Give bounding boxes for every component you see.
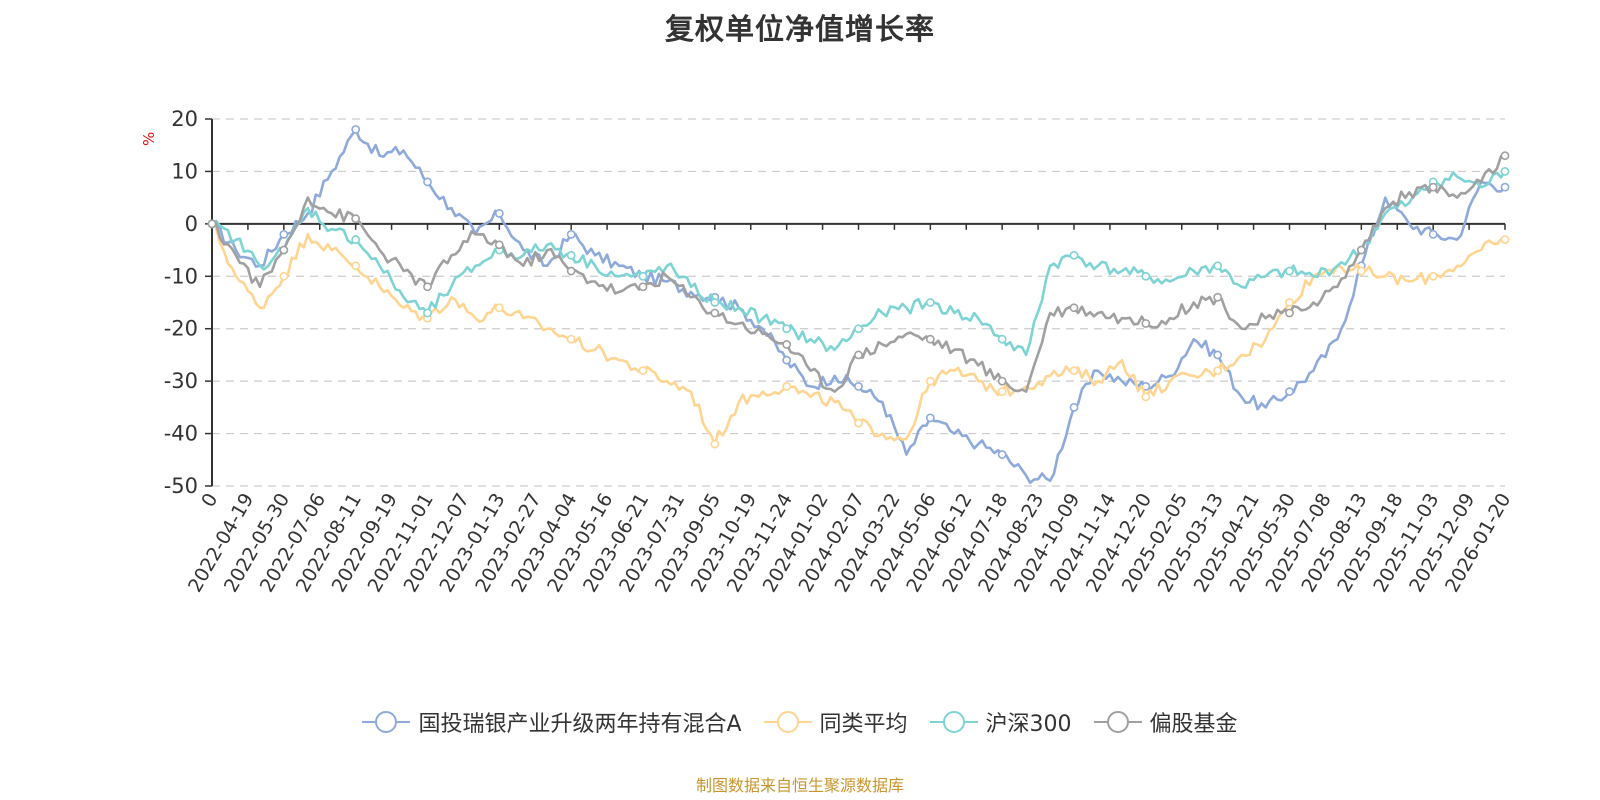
legend-line-circle-icon — [763, 711, 812, 733]
series-point-1 — [854, 418, 863, 428]
series-point-1 — [279, 271, 289, 281]
legend-label: 偏股基金 — [1149, 712, 1238, 737]
series-point-1 — [782, 381, 792, 391]
series-point-0 — [1500, 182, 1510, 192]
series-point-0 — [854, 381, 863, 391]
series-point-0 — [1428, 229, 1438, 239]
series-point-3 — [1500, 151, 1510, 161]
series-point-3 — [279, 245, 289, 255]
y-tick-label: -10 — [164, 264, 198, 288]
series-point-1 — [925, 376, 935, 386]
series-point-1 — [494, 303, 504, 313]
series-point-3 — [854, 350, 863, 360]
series-point-2 — [854, 324, 863, 334]
series-point-2 — [925, 298, 935, 307]
series-point-3 — [782, 340, 792, 349]
series-point-1 — [710, 439, 720, 449]
legend-item-series-1[interactable]: 同类平均 — [763, 706, 908, 738]
y-tick-label: 10 — [171, 159, 198, 183]
series-point-2 — [710, 298, 720, 307]
series-point-0 — [925, 413, 935, 423]
series-point-1 — [566, 334, 576, 344]
series-point-1 — [997, 387, 1007, 397]
data-source-note: 制图数据来自恒生聚源数据库 — [695, 776, 904, 795]
series-point-3 — [1141, 319, 1151, 328]
y-tick-label: 0 — [185, 212, 198, 236]
x-tick-label: 0 — [197, 490, 222, 511]
series-point-2 — [1213, 261, 1223, 271]
series-point-2 — [1141, 271, 1151, 281]
series-point-2 — [997, 334, 1007, 344]
y-tick-label: -40 — [164, 422, 198, 446]
series-point-1 — [1285, 298, 1294, 307]
series-point-0 — [423, 177, 432, 187]
series-point-1 — [1500, 235, 1510, 244]
series-lines — [207, 125, 1510, 485]
legend-item-series-3[interactable]: 偏股基金 — [1093, 706, 1238, 738]
series-point-1 — [1069, 366, 1079, 376]
series-point-2 — [423, 308, 432, 318]
series-point-0 — [566, 229, 576, 239]
series-point-3 — [494, 240, 504, 250]
series-point-2 — [1069, 250, 1079, 260]
series-point-0 — [351, 125, 361, 134]
axes: 20100-10-20-30-40-5002022-04-192022-05-3… — [164, 107, 1516, 596]
series-point-2 — [638, 271, 648, 281]
y-tick-label: -30 — [164, 369, 198, 393]
series-point-0 — [782, 355, 792, 365]
series-point-1 — [1141, 392, 1151, 402]
legend-item-series-0[interactable]: 国投瑞银产业升级两年持有混合A — [362, 706, 742, 738]
y-tick-label: -50 — [164, 474, 198, 498]
series-point-3 — [351, 214, 361, 224]
series-point-0 — [1213, 350, 1223, 360]
series-point-1 — [351, 261, 361, 271]
series-point-1 — [1213, 366, 1223, 376]
y-tick-label: 20 — [171, 107, 198, 131]
y-tick-label: -20 — [164, 317, 198, 341]
legend-line-circle-icon — [362, 711, 411, 733]
series-point-2 — [782, 324, 792, 334]
legend: 国投瑞银产业升级两年持有混合A 同类平均 沪深300 偏股基金 — [0, 706, 1600, 738]
series-point-3 — [997, 376, 1007, 386]
series-point-3 — [566, 266, 576, 276]
series-point-3 — [1428, 182, 1438, 192]
legend-item-series-2[interactable]: 沪深300 — [929, 706, 1072, 738]
legend-line-circle-icon — [929, 711, 978, 733]
legend-label: 国投瑞银产业升级两年持有混合A — [418, 712, 742, 737]
legend-label: 同类平均 — [819, 712, 908, 737]
series-point-3 — [1069, 303, 1079, 313]
series-point-3 — [207, 219, 217, 229]
series-point-3 — [710, 308, 720, 318]
series-line-1 — [211, 222, 1506, 446]
series-point-3 — [925, 334, 935, 344]
series-point-2 — [566, 250, 576, 260]
series-point-2 — [351, 235, 361, 244]
series-point-3 — [423, 282, 432, 292]
series-point-3 — [1356, 245, 1366, 255]
series-point-1 — [1428, 271, 1438, 281]
series-point-3 — [638, 282, 648, 292]
chart-title: 复权单位净值增长率 — [664, 12, 935, 46]
series-point-0 — [494, 208, 504, 218]
series-point-0 — [997, 450, 1007, 459]
series-point-1 — [1356, 266, 1366, 276]
series-point-2 — [1285, 266, 1294, 276]
legend-label: 沪深300 — [985, 712, 1072, 737]
series-point-1 — [638, 366, 648, 376]
series-point-0 — [1285, 387, 1294, 397]
series-point-0 — [1069, 402, 1079, 412]
series-point-3 — [1213, 292, 1223, 302]
legend-line-circle-icon — [1093, 711, 1142, 733]
grid-lines — [212, 118, 1505, 487]
series-point-2 — [1500, 167, 1510, 176]
series-point-3 — [1285, 308, 1294, 318]
series-point-0 — [279, 229, 289, 239]
